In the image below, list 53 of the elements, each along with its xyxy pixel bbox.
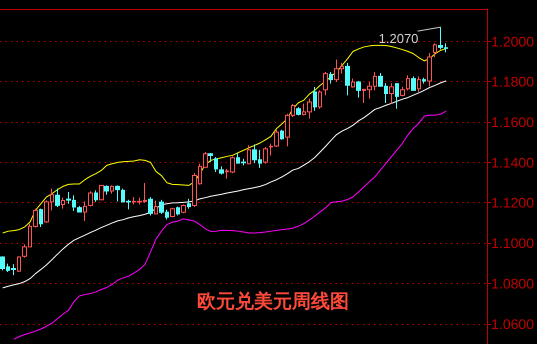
candlestick xyxy=(88,190,93,207)
candlestick xyxy=(422,77,426,84)
candlestick xyxy=(181,204,186,214)
candlestick xyxy=(411,76,416,92)
candlestick xyxy=(99,184,104,201)
candlestick xyxy=(208,152,213,163)
candlestick xyxy=(400,86,405,97)
annotation: 1.2070 xyxy=(378,31,418,46)
candlestick xyxy=(110,184,114,194)
candlestick xyxy=(247,144,251,165)
candlestick xyxy=(417,76,421,92)
y-tick-label: 1.1200 xyxy=(491,194,534,211)
candlestick xyxy=(389,82,394,104)
candlestick xyxy=(176,206,180,216)
candlestick xyxy=(154,200,158,215)
candlestick xyxy=(433,42,437,58)
line-series xyxy=(2,80,447,288)
candlestick xyxy=(214,156,218,173)
candlestick xyxy=(345,62,350,96)
candlestick xyxy=(406,74,410,91)
candlestick xyxy=(296,106,301,116)
candlestick xyxy=(313,86,317,112)
line-series xyxy=(13,110,447,340)
candlestick xyxy=(351,78,355,88)
candlestick xyxy=(104,184,109,196)
candlestick xyxy=(427,52,432,87)
candlestick xyxy=(280,129,284,140)
y-tick-label: 1.1400 xyxy=(491,154,534,170)
candlestick xyxy=(61,197,65,210)
candlestick xyxy=(55,188,60,208)
line-series xyxy=(2,44,447,234)
candlestick xyxy=(219,166,224,175)
candlestick xyxy=(329,71,333,84)
y-tick-label: 1.2000 xyxy=(491,33,534,50)
candlestick xyxy=(115,184,120,202)
y-tick-label: 1.1000 xyxy=(491,235,534,252)
candlestick xyxy=(318,90,322,110)
candlestick xyxy=(395,82,399,110)
candlestick xyxy=(187,198,191,210)
text: 欧元兑美元周线图 xyxy=(197,290,349,312)
candlestick xyxy=(148,196,153,216)
candlestick xyxy=(170,207,175,218)
candlestick xyxy=(17,256,21,272)
y-tick-label: 1.0800 xyxy=(491,275,534,292)
y-tick-label: 1.1800 xyxy=(491,74,534,90)
y-tick-label: 1.1600 xyxy=(491,114,534,130)
y-tick-label: 1.0600 xyxy=(491,316,534,332)
candlestick xyxy=(39,208,43,228)
candlestick xyxy=(323,71,328,96)
candlestick xyxy=(263,146,268,164)
candlestick xyxy=(356,80,361,98)
candlestick xyxy=(83,200,87,222)
candlestick xyxy=(94,190,98,202)
